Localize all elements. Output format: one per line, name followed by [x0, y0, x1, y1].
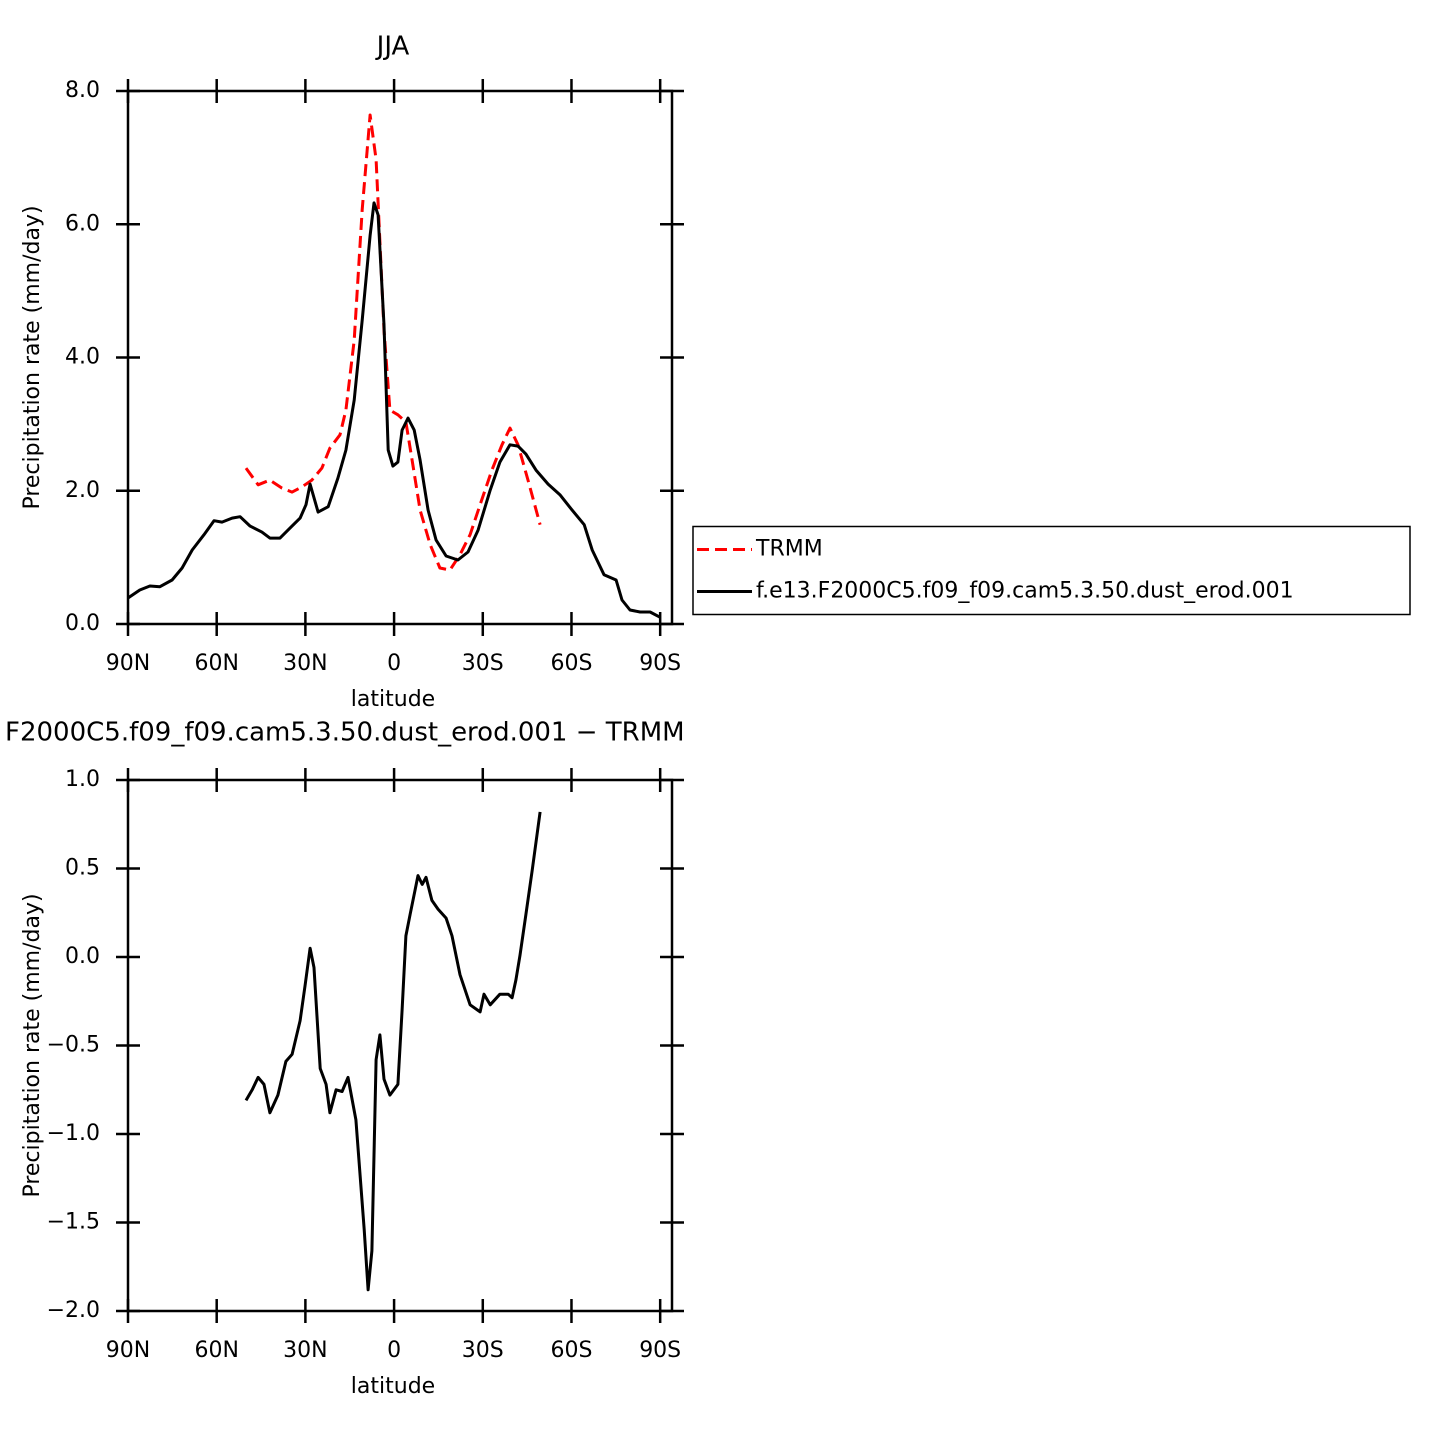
x-tick-label: 90N — [106, 651, 150, 676]
y-tick-label: −1.0 — [47, 1121, 100, 1146]
y-tick-label: −0.5 — [47, 1033, 100, 1058]
x-axis-label: latitude — [351, 1374, 435, 1399]
chart-title: JJA — [375, 32, 410, 62]
x-tick-label: 60S — [550, 1338, 592, 1363]
plot-frame — [126, 778, 674, 1313]
x-tick-label: 0 — [387, 651, 401, 676]
y-tick-label: 0.0 — [65, 944, 100, 969]
x-tick-label: 0 — [387, 1338, 401, 1363]
x-axis-label: latitude — [351, 687, 435, 712]
data-line — [244, 811, 542, 1292]
y-tick-label: −1.5 — [47, 1210, 100, 1235]
legend-box — [692, 525, 1411, 616]
x-tick-label: 90S — [639, 651, 681, 676]
chart-title: F2000C5.f09_f09.cam5.3.50.dust_erod.001 … — [5, 718, 685, 748]
plot-frame — [126, 89, 674, 626]
data-line — [244, 113, 542, 572]
x-tick-label: 60N — [194, 1338, 238, 1363]
x-tick-label: 60S — [550, 651, 592, 676]
x-tick-label: 30S — [462, 651, 504, 676]
x-tick-label: 60N — [194, 651, 238, 676]
y-tick-label: 0.0 — [65, 611, 100, 636]
x-tick-label: 30N — [283, 1338, 327, 1363]
y-axis-label: Precipitation rate (mm/day) — [20, 205, 45, 509]
x-tick-label: 90N — [106, 1338, 150, 1363]
y-tick-label: −2.0 — [47, 1298, 100, 1323]
y-axis-label: Precipitation rate (mm/day) — [20, 893, 45, 1197]
x-tick-label: 30S — [462, 1338, 504, 1363]
y-tick-label: 2.0 — [65, 478, 100, 503]
y-tick-label: 6.0 — [65, 211, 100, 236]
legend-label: TRMM — [755, 537, 823, 562]
legend-label: f.e13.F2000C5.f09_f09.cam5.3.50.dust_ero… — [756, 579, 1294, 604]
x-tick-label: 90S — [639, 1338, 681, 1363]
y-tick-label: 0.5 — [65, 856, 100, 881]
y-tick-label: 4.0 — [65, 345, 100, 370]
data-line — [127, 201, 661, 619]
y-tick-label: 1.0 — [65, 767, 100, 792]
x-tick-label: 30N — [283, 651, 327, 676]
y-tick-label: 8.0 — [65, 78, 100, 103]
